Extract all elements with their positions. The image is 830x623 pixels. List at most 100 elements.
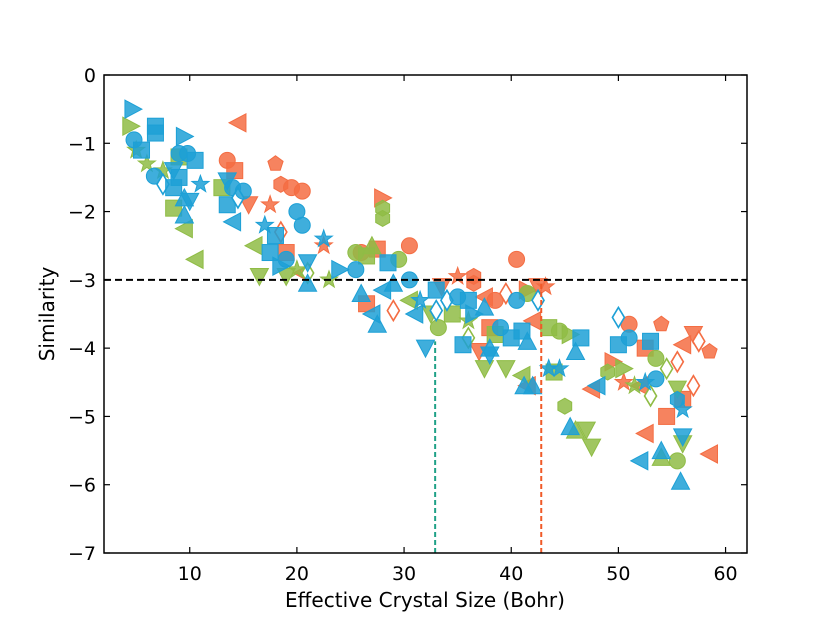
triangle-up-marker [362,235,382,255]
star-marker [286,259,307,279]
x-tick-label: 10 [178,563,202,585]
square-marker [186,151,204,169]
square-marker [427,281,445,299]
star-marker [549,358,570,378]
triangle-up-marker [565,341,586,361]
circle-marker [508,291,526,309]
x-axis-ticks: 10 20 30 40 50 60 [178,75,738,585]
star-marker [313,235,334,255]
y-tick-label: −4 [68,338,96,360]
series-green [122,116,693,470]
circle-marker [293,182,311,200]
triangle-left-marker [372,280,392,300]
x-tick-label: 40 [499,563,523,585]
star-marker [535,276,556,296]
triangle-left-marker [699,444,718,464]
circle-marker [508,250,526,268]
star-marker [672,399,693,419]
triangle-up-marker [351,283,372,303]
triangle-left-marker [227,112,247,133]
triangle-up-marker [514,375,534,395]
square-marker [261,244,279,262]
square-marker [133,141,151,159]
diamond-marker [611,305,626,329]
y-tick-label: −3 [68,270,96,292]
diamond-marker [670,350,685,374]
diamond-marker [686,374,701,398]
triangle-down-marker [179,192,200,212]
star-marker [613,371,634,391]
triangle-up-marker [560,416,581,436]
triangle-right-marker [122,116,141,137]
triangle-up-marker [367,314,388,333]
square-marker [146,124,164,142]
star-marker [136,153,157,173]
triangle-left-marker [635,423,654,444]
triangle-right-marker [331,259,350,280]
circle-marker [347,261,365,279]
triangle-right-marker [124,99,144,119]
x-axis-title: Effective Crystal Size (Bohr) [285,588,565,612]
triangle-up-marker [297,273,318,292]
triangle-right-marker [175,126,195,147]
circle-marker [429,319,447,337]
diamond-marker [643,384,658,408]
triangle-left-marker [185,249,204,270]
pentagon-marker [701,342,718,359]
square-marker [170,168,188,186]
x-tick-label: 50 [606,563,630,585]
square-marker [454,336,472,354]
diamond-marker [691,329,706,353]
triangle-down-marker [297,254,318,273]
triangle-left-marker [222,211,242,232]
hexagon-marker [557,397,573,415]
y-tick-label: −5 [68,406,96,428]
triangle-down-marker [581,438,602,458]
triangle-down-marker [667,380,688,400]
x-tick-label: 60 [713,563,737,585]
triangle-left-marker [672,334,692,355]
y-tick-label: 0 [84,65,96,87]
circle-marker [234,182,252,200]
data-points [122,99,718,490]
triangle-up-marker [474,297,495,316]
triangle-down-marker [576,421,597,441]
circle-marker [647,349,665,367]
triangle-down-marker [249,267,270,287]
star-marker [254,214,275,234]
square-marker [379,254,397,272]
x-tick-label: 30 [392,563,416,585]
circle-marker [668,452,686,470]
y-axis-title: Similarity [35,267,59,362]
pentagon-marker [653,315,670,332]
triangle-up-marker [670,471,691,490]
triangle-down-marker [415,339,436,359]
circle-marker [293,216,311,234]
star-marker [313,228,334,248]
square-marker [443,305,461,323]
series-blue [124,99,693,490]
triangle-down-marker [474,360,495,379]
triangle-right-marker [465,304,484,324]
x-tick-label: 20 [285,563,309,585]
triangle-down-marker [479,346,500,366]
triangle-up-marker [174,204,195,224]
circle-marker [400,237,418,255]
diamond-marker [659,357,674,381]
square-marker [658,407,676,425]
triangle-up-marker [651,440,672,460]
triangle-left-marker [629,450,649,471]
diamond-marker [386,299,401,323]
triangle-right-marker [561,324,581,345]
square-marker [642,332,660,350]
circle-marker [277,250,295,268]
triangle-down-marker [672,428,693,447]
triangle-left-marker [586,375,606,396]
triangle-right-marker [615,358,634,379]
y-tick-label: −1 [68,133,96,155]
plot-frame [103,74,748,554]
y-tick-label: −6 [68,475,96,497]
square-marker [572,329,590,347]
triangle-left-marker [174,218,193,239]
